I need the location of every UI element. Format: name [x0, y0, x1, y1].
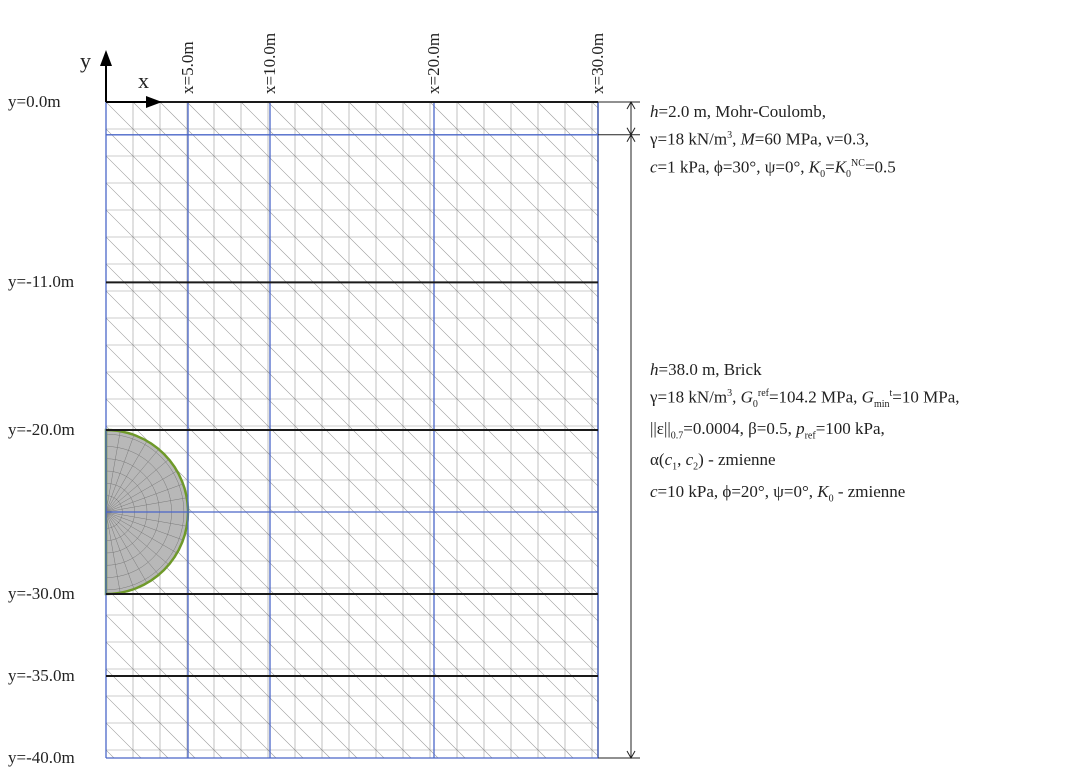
- layer2-line2: γ=18 kN/m3, G0ref=104.2 MPa, Gmint=10 MP…: [650, 387, 960, 411]
- layer2-properties: h=38.0 m, Brick γ=18 kN/m3, G0ref=104.2 …: [650, 358, 960, 511]
- grid-lines: [105, 101, 599, 759]
- x-axis-arrowhead: [146, 96, 162, 108]
- y-level-label: y=-30.0m: [8, 584, 75, 603]
- dim-arrow-top: [626, 100, 636, 110]
- layer1-line1: h=2.0 m, Mohr-Coulomb,: [650, 102, 826, 121]
- layer1-line3: c=1 kPa, ϕ=30°, ψ=0°, K0=K0NC=0.5: [650, 157, 896, 180]
- y-level-label: y=-20.0m: [8, 420, 75, 439]
- layer1-line2: γ=18 kN/m3, M=60 MPa, ν=0.3,: [650, 129, 869, 149]
- x-axis-letter: x: [138, 68, 149, 93]
- y-level-label: y=-40.0m: [8, 748, 75, 767]
- coordinate-axes: [100, 50, 162, 108]
- y-axis-arrowhead: [100, 50, 112, 66]
- dim-arrow-bottom: [626, 750, 636, 760]
- y-axis-letter: y: [80, 48, 91, 73]
- x-level-label: x=20.0m: [424, 32, 443, 94]
- layer2-line3: ||ε||0.7=0.0004, β=0.5, pref=100 kPa,: [650, 419, 885, 442]
- layer2-line4: α(c1, c2) - zmienne: [650, 450, 776, 473]
- y-level-label: y=0.0m: [8, 92, 61, 111]
- x-level-label: x=5.0m: [178, 41, 197, 94]
- layer2-line1: h=38.0 m, Brick: [650, 360, 762, 379]
- layer2-line5: c=10 kPa, ϕ=20°, ψ=0°, K0 - zmienne: [650, 481, 906, 505]
- dim-arrow-layer-lower: [626, 133, 636, 143]
- layer1-properties: h=2.0 m, Mohr-Coulomb, γ=18 kN/m3, M=60 …: [650, 100, 896, 187]
- x-level-label: x=30.0m: [588, 32, 607, 94]
- y-level-label: y=-11.0m: [8, 272, 75, 292]
- dimension-lines: [598, 100, 640, 760]
- x-level-label: x=10.0m: [260, 32, 279, 94]
- y-level-label: y=-35.0m: [8, 666, 75, 685]
